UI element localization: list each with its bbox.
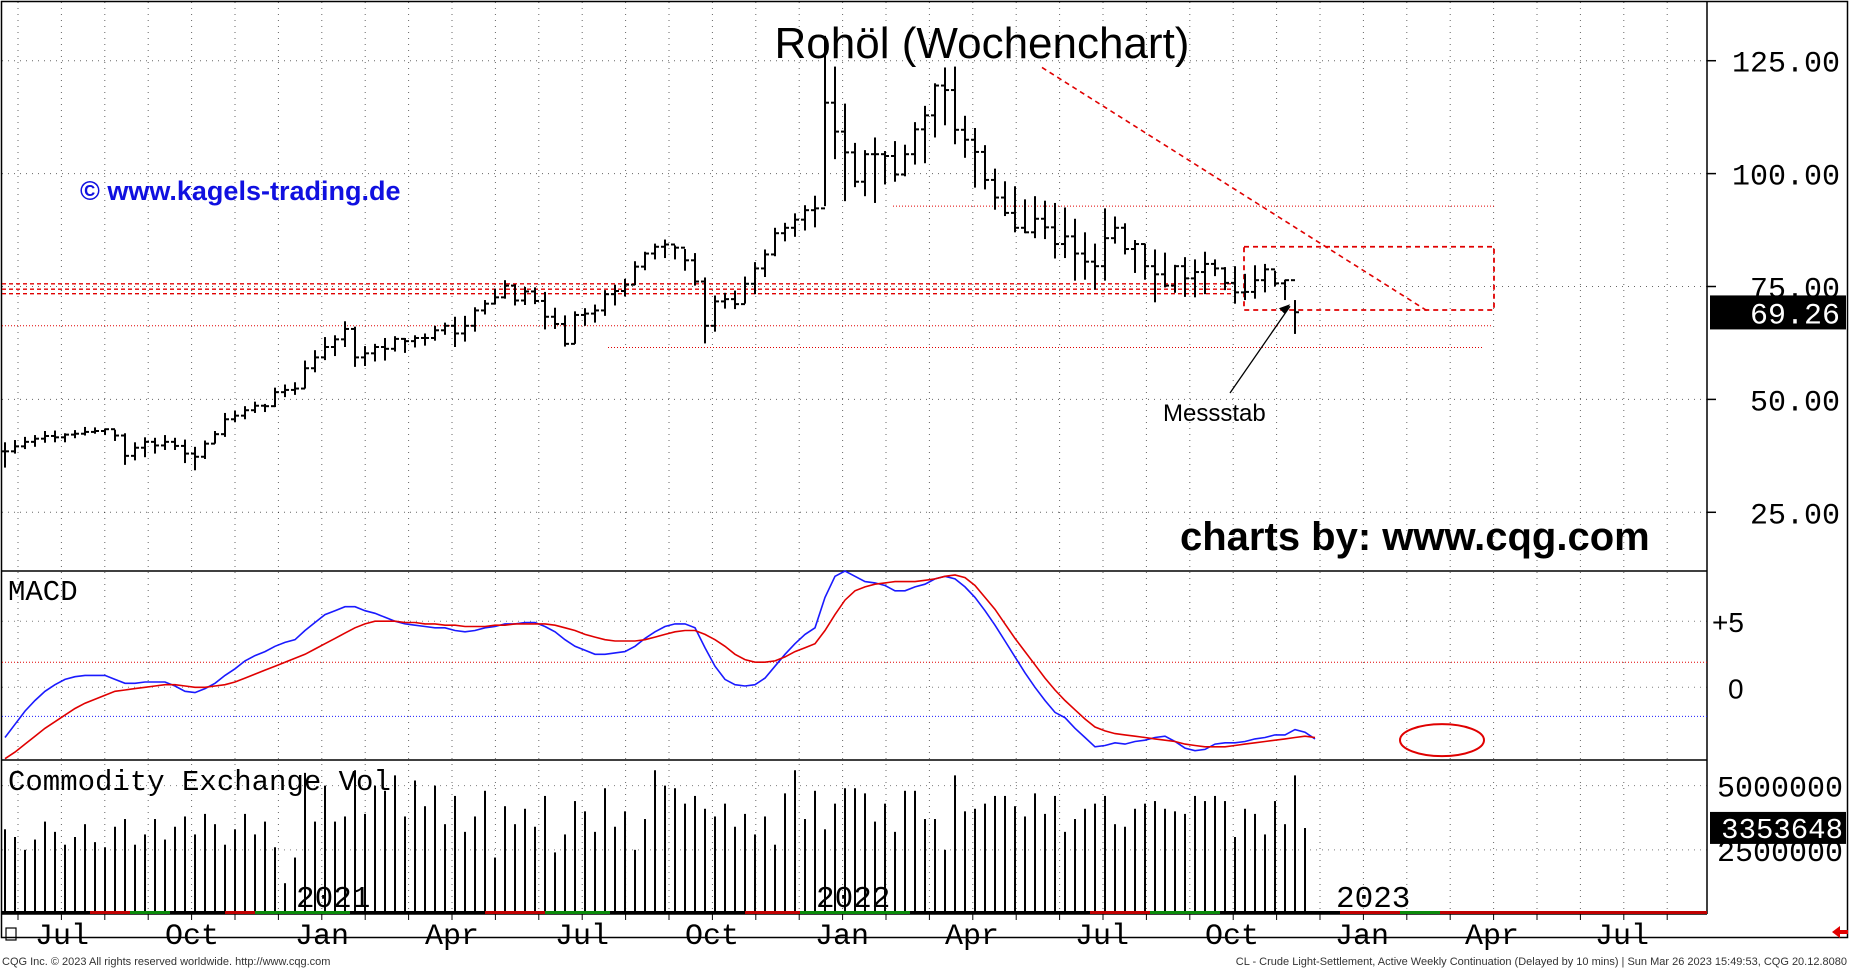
time-axis-label: Jan <box>815 920 869 954</box>
time-strip-segment <box>1440 911 1707 914</box>
time-axis-label: Jan <box>1335 920 1389 954</box>
time-color-strip <box>2 911 1707 914</box>
time-strip-segment <box>170 911 225 914</box>
time-axis-label: Oct <box>165 920 219 954</box>
macd-lines <box>4 570 1485 760</box>
last-volume-value: 3353648 <box>1721 814 1843 847</box>
time-strip-segment <box>910 911 1090 914</box>
volume-tick-label: 5000000 <box>1717 773 1843 807</box>
time-axis-label: Jul <box>35 920 89 954</box>
time-strip-segment <box>485 911 545 914</box>
price-ohlc-bars <box>1 35 1299 471</box>
price-tick-label: 100.00 <box>1732 161 1840 195</box>
chart-title: Rohöl (Wochenchart) <box>775 19 1190 68</box>
last-price-value: 69.26 <box>1750 299 1840 333</box>
year-label: 2021 <box>296 882 370 917</box>
last-volume-badge <box>1710 811 1846 844</box>
grid-lines <box>2 2 1716 914</box>
downtrend-line <box>1041 66 1429 313</box>
last-price-badge <box>1710 295 1846 330</box>
volume-panel-title: Commodity Exchange Vol <box>8 766 391 799</box>
volume-bars <box>4 770 1306 914</box>
watermark-text: © www.kagels-trading.de <box>80 176 400 206</box>
macd-tick-label: +5 <box>1712 607 1744 638</box>
consolidation-box <box>1243 245 1495 311</box>
macd-tick-label: 0 <box>1728 673 1744 704</box>
time-strip-segment <box>800 911 910 914</box>
time-axis-label: Oct <box>685 920 739 954</box>
annotation-label: Messstab <box>1163 400 1266 427</box>
messstab-pointer-line <box>1229 305 1291 394</box>
macd-line <box>4 570 1316 752</box>
time-axis-label: Jan <box>295 920 349 954</box>
chart-frame <box>0 0 1849 939</box>
time-strip-segment <box>610 911 745 914</box>
time-strip-segment <box>1400 911 1440 914</box>
year-label: 2022 <box>816 882 890 917</box>
time-axis-label: Jul <box>1595 920 1649 954</box>
footer-copyright: CQG Inc. © 2023 All rights reserved worl… <box>2 956 330 968</box>
time-strip-segment <box>545 911 610 914</box>
time-strip-segment <box>1150 911 1220 914</box>
time-strip-segment <box>255 911 350 914</box>
time-axis-label: Apr <box>1465 920 1519 954</box>
time-strip-segment <box>745 911 800 914</box>
trend-annotations <box>2 66 1495 394</box>
macd-panel-title: MACD <box>8 576 78 609</box>
corner-box-icon[interactable] <box>5 927 17 941</box>
time-axis-label: Apr <box>425 920 479 954</box>
scroll-left-arrow-icon[interactable] <box>1832 926 1848 938</box>
time-strip-segment <box>225 911 255 914</box>
month-tick-marks <box>17 914 1668 920</box>
signal-line <box>4 574 1316 760</box>
time-axis-label: Apr <box>945 920 999 954</box>
price-tick-label: 125.00 <box>1732 48 1840 82</box>
time-strip-segment <box>1220 911 1340 914</box>
footer-instrument-info: CL - Crude Light-Settlement, Active Week… <box>1236 956 1847 968</box>
year-label: 2023 <box>1336 882 1410 917</box>
credit-text: charts by: www.cqg.com <box>1180 515 1650 559</box>
time-axis-label: Jul <box>555 920 609 954</box>
time-strip-segment <box>90 911 130 914</box>
time-axis-label: Oct <box>1205 920 1259 954</box>
time-strip-segment <box>2 911 90 914</box>
price-tick-label: 50.00 <box>1750 386 1840 420</box>
time-axis-label: Jul <box>1075 920 1129 954</box>
time-strip-segment <box>350 911 485 914</box>
time-strip-segment <box>1090 911 1150 914</box>
price-tick-label: 25.00 <box>1750 499 1840 533</box>
time-strip-segment <box>1340 911 1400 914</box>
messstab-arrowhead <box>1279 304 1290 315</box>
time-strip-segment <box>130 911 170 914</box>
macd-highlight-ellipse <box>1399 723 1485 758</box>
